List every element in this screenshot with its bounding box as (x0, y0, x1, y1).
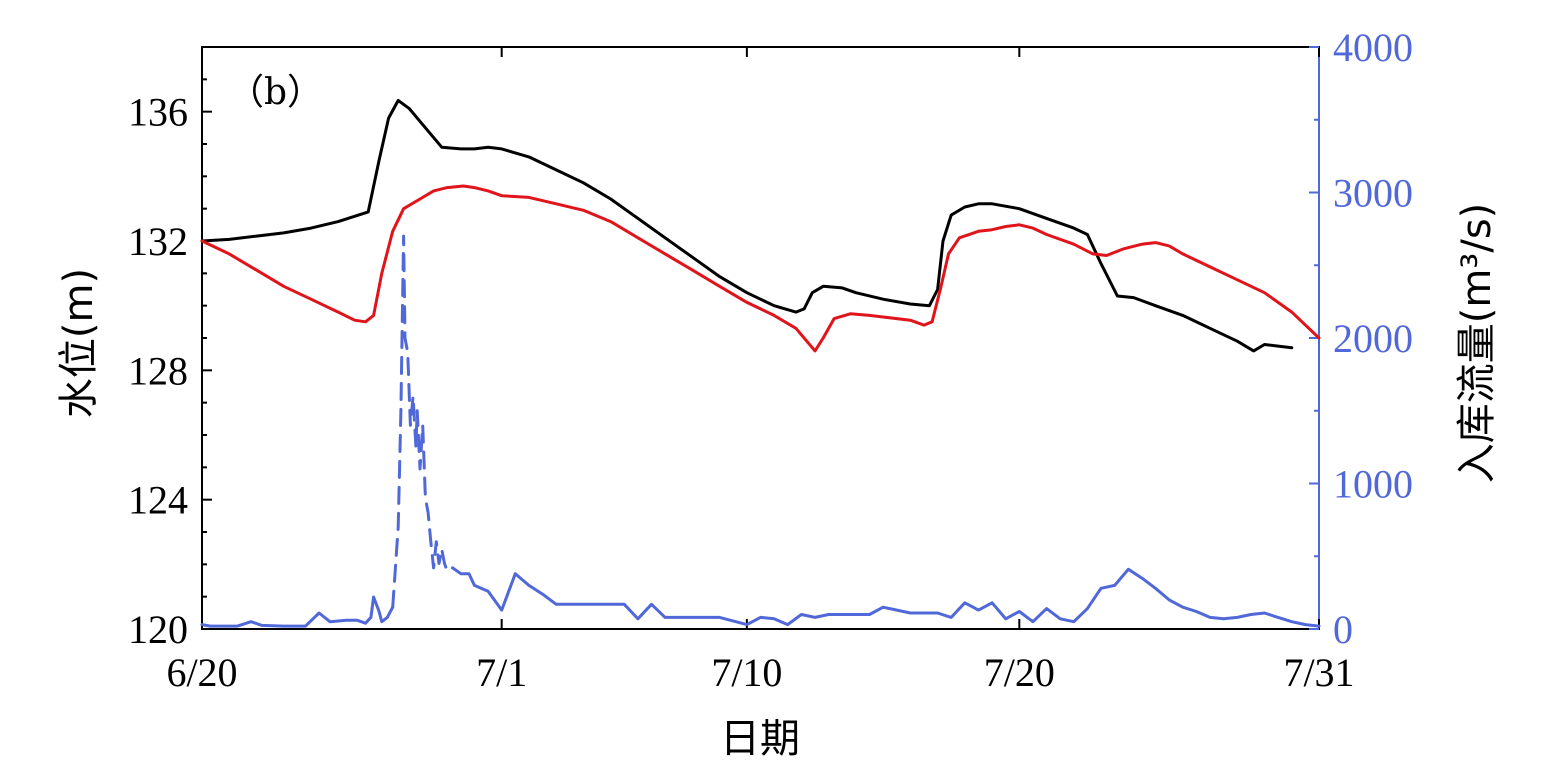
x-axis-title: 日期 (720, 716, 800, 762)
right-y-tick-label: 2000 (1333, 316, 1413, 361)
plot-frame (201, 46, 1320, 630)
x-tick-label: 7/1 (476, 650, 527, 695)
water-level-black-line (200, 98, 1294, 353)
x-tick-label: 7/10 (711, 650, 782, 695)
series-layer (200, 98, 1321, 628)
x-tick-label: 6/20 (166, 650, 237, 695)
inflow-blue-line-late (451, 566, 1321, 628)
left-y-axis-title: 水位(m) (56, 268, 102, 418)
x-axis-ticks: 6/20 7/1 7/10 7/20 7/31 (166, 47, 1355, 695)
left-y-tick-label: 136 (128, 90, 188, 135)
right-y-tick-label: 3000 (1333, 171, 1413, 216)
inflow-blue-dashed-line (391, 234, 455, 609)
right-y-tick-label: 0 (1333, 607, 1353, 652)
left-y-tick-label: 120 (128, 607, 188, 652)
right-y-axis-title: 入库流量(m³/s) (1454, 203, 1500, 484)
left-y-tick-label: 132 (128, 219, 188, 264)
left-y-tick-label: 124 (128, 478, 188, 523)
x-tick-label: 7/20 (984, 650, 1055, 695)
right-y-tick-label: 1000 (1333, 462, 1413, 507)
right-y-tick-label: 4000 (1333, 25, 1413, 70)
water-level-red-line (200, 184, 1321, 353)
panel-label: （b） (228, 72, 323, 113)
left-y-axis-ticks: 120 124 128 132 136 (128, 46, 212, 652)
left-y-tick-label: 128 (128, 348, 188, 393)
inflow-blue-line-early (200, 595, 395, 628)
right-y-axis-ticks: 0 1000 2000 3000 4000 (1309, 25, 1413, 652)
x-tick-label: 7/31 (1283, 650, 1354, 695)
